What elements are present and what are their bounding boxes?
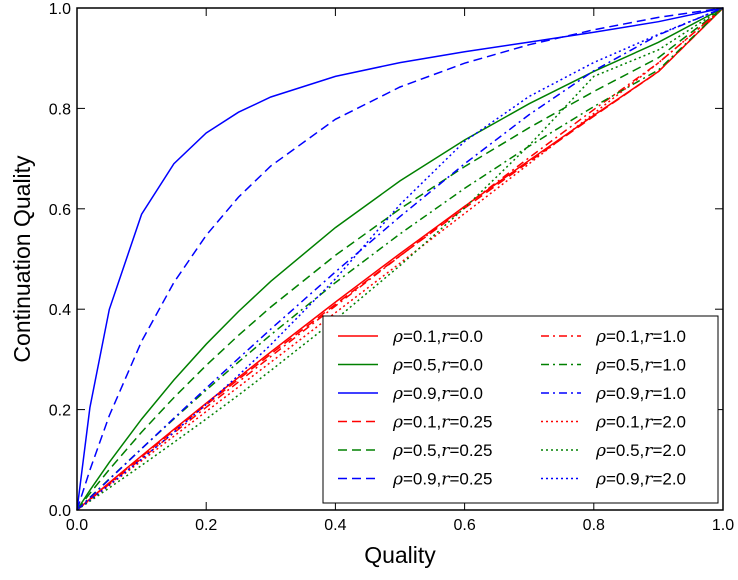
y-tick-label: 0.0 bbox=[49, 503, 71, 520]
series-line-4 bbox=[76, 7, 724, 511]
series-line-3 bbox=[76, 7, 724, 511]
plot-frame bbox=[76, 7, 724, 511]
x-tick-label: 0.6 bbox=[453, 517, 475, 534]
legend-label: ρ=0.5,r=2.0 bbox=[595, 441, 686, 461]
series-line-6 bbox=[76, 7, 724, 511]
legend-label: ρ=0.9,r=1.0 bbox=[595, 384, 686, 404]
x-tick-label: 0.2 bbox=[195, 517, 217, 534]
y-axis-label: Continuation Quality bbox=[9, 155, 35, 363]
legend-label: ρ=0.9,r=2.0 bbox=[595, 470, 686, 490]
series-line-9 bbox=[76, 7, 724, 511]
series-line-2 bbox=[76, 7, 724, 511]
axis-ticks: 0.0 0.2 0.4 0.6 0.8 1.0 0.0 0.2 0.4 0.6 0.8 1.0 bbox=[49, 1, 734, 534]
legend-label: ρ=0.5,r=0.0 bbox=[392, 356, 483, 376]
x-tick-label: 1.0 bbox=[712, 517, 734, 534]
legend-label: ρ=0.1,r=0.0 bbox=[392, 327, 483, 347]
y-tick-label: 0.8 bbox=[49, 101, 71, 118]
legend-label: ρ=0.1,r=2.0 bbox=[595, 413, 686, 433]
legend-box bbox=[322, 315, 719, 504]
series-lines bbox=[76, 7, 724, 511]
legend-label: ρ=0.1,r=0.25 bbox=[392, 413, 492, 433]
y-tick-label: 0.4 bbox=[49, 302, 71, 319]
y-tick-label: 0.6 bbox=[49, 202, 71, 219]
series-line-5 bbox=[76, 7, 724, 511]
x-axis-label: Quality bbox=[364, 542, 436, 568]
y-tick-label: 1.0 bbox=[49, 1, 71, 18]
x-tick-label: 0.8 bbox=[583, 517, 605, 534]
legend-label: ρ=0.1,r=1.0 bbox=[595, 327, 686, 347]
legend: ρ=0.1,r=0.0 ρ=0.5,r=0.0 ρ=0.9,r=0.0 ρ=0.1,r… bbox=[322, 315, 719, 504]
y-tick-label: 0.2 bbox=[49, 403, 71, 420]
legend-label: ρ=0.9,r=0.0 bbox=[392, 384, 483, 404]
legend-label: ρ=0.5,r=0.25 bbox=[392, 441, 492, 461]
x-tick-label: 0.0 bbox=[66, 517, 88, 534]
x-tick-label: 0.4 bbox=[324, 517, 346, 534]
legend-label: ρ=0.9,r=0.25 bbox=[392, 470, 492, 490]
legend-label: ρ=0.5,r=1.0 bbox=[595, 356, 686, 376]
